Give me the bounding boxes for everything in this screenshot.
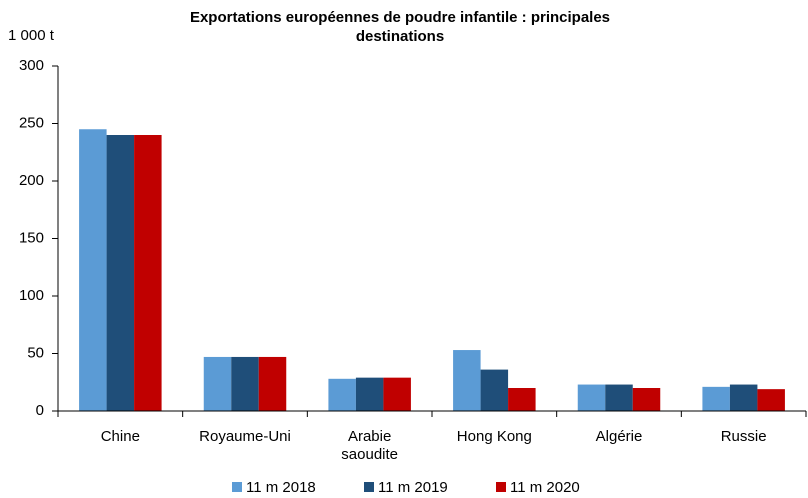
bar [355, 377, 384, 411]
x-tick-label: Arabie saoudite [341, 428, 399, 463]
bar [258, 356, 287, 411]
y-tick-label: 150 [19, 229, 44, 246]
bar [632, 388, 661, 411]
x-tick-label: Algérie [595, 428, 643, 445]
y-tick-label: 300 [19, 57, 44, 74]
bar [106, 135, 135, 411]
bar [577, 384, 606, 411]
y-tick-label: 100 [19, 287, 44, 304]
y-tick-label: 250 [19, 114, 44, 131]
bar [79, 129, 107, 411]
bar [605, 384, 633, 411]
bar [508, 388, 536, 411]
legend-label: 11 m 2020 [510, 479, 580, 496]
bar [729, 384, 758, 411]
bar [453, 350, 481, 411]
bar [328, 378, 356, 411]
bar [134, 135, 162, 411]
bar [480, 369, 509, 411]
x-tick-label: Chine [100, 428, 140, 445]
bar [383, 377, 411, 411]
y-axis-label: 1 000 t [8, 27, 55, 44]
bar [231, 356, 259, 411]
y-tick-label: 50 [27, 344, 44, 361]
bar [702, 386, 730, 411]
legend-swatch [364, 482, 374, 492]
chart-title: Exportations européennes de poudre infan… [189, 9, 611, 45]
legend-label: 11 m 2019 [378, 479, 448, 496]
y-tick-label: 200 [19, 172, 44, 189]
legend-swatch [496, 482, 506, 492]
legend-label: 11 m 2018 [246, 479, 316, 496]
x-tick-label: Russie [720, 428, 767, 445]
x-tick-label: Hong Kong [456, 428, 532, 445]
x-tick-label: Royaume-Uni [199, 428, 291, 445]
bar [203, 356, 232, 411]
bar [757, 389, 785, 411]
y-tick-label: 0 [36, 402, 44, 419]
legend-swatch [232, 482, 242, 492]
